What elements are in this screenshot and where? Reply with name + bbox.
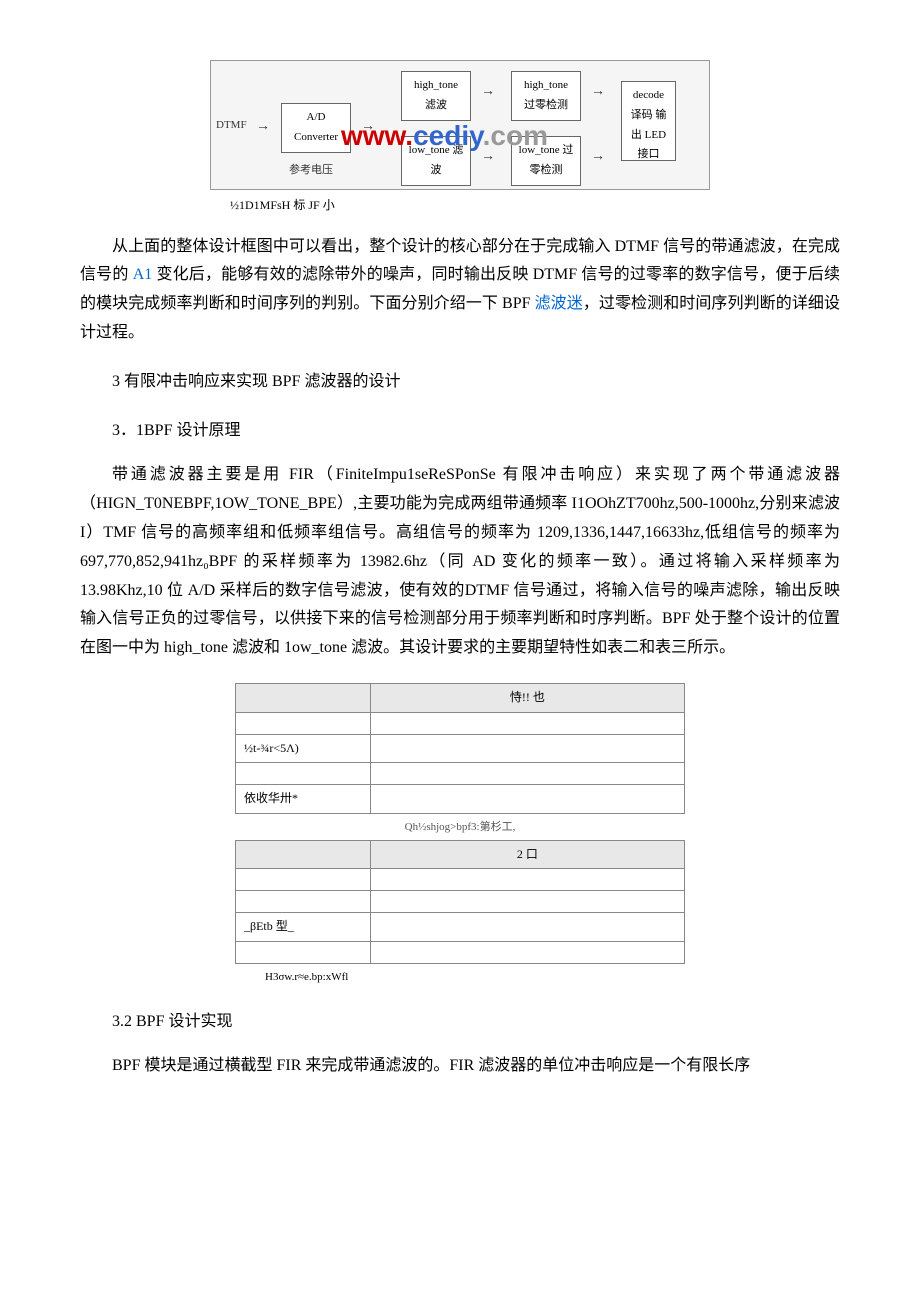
- section-3-2-title: 3.2 BPF 设计实现: [80, 1008, 840, 1037]
- table-cell: [236, 763, 371, 785]
- table-cell: [236, 869, 371, 891]
- decode-box: decode 译码 输出 LED 接口: [621, 81, 676, 161]
- table-cell: [236, 712, 371, 734]
- dtmf-input-label: DTMF: [216, 116, 247, 136]
- high-tone-detect-box: high_tone 过零检测: [511, 71, 581, 121]
- table-row: [236, 941, 685, 963]
- low-tone-filter-box: low_tone 滤波: [401, 136, 471, 186]
- arrow-icon: →: [481, 144, 495, 169]
- table-cell: [370, 785, 684, 814]
- arrow-icon: →: [591, 144, 605, 169]
- arrow-icon: →: [256, 114, 270, 139]
- table-cell: [370, 712, 684, 734]
- table-cell: [236, 683, 371, 712]
- table-cell: [370, 891, 684, 913]
- table-cell: [370, 763, 684, 785]
- paragraph-1: 从上面的整体设计框图中可以看出，整个设计的核心部分在于完成输入 DTMF 信号的…: [80, 233, 840, 348]
- table-cell: [370, 913, 684, 942]
- paragraph-3: BPF 模块是通过横截型 FIR 来完成带通滤波的。FIR 滤波器的单位冲击响应…: [80, 1052, 840, 1081]
- high-tone-filter-box: high_tone 滤波: [401, 71, 471, 121]
- table-cell: [370, 869, 684, 891]
- block-diagram: DTMF → A/D Converter 参考电压 → high_tone 滤波…: [210, 60, 710, 190]
- table-2: 恃!! 也 ½t-¾r<5Λ) 依收华卅*: [235, 683, 685, 814]
- section-3-1-title: 3．1BPF 设计原理: [80, 417, 840, 446]
- arrow-icon: →: [361, 114, 375, 139]
- section-3-title: 3 有限冲击响应来实现 BPF 滤波器的设计: [80, 368, 840, 397]
- paragraph-2: 带通滤波器主要是用 FIR（FiniteImpu1seReSPonSe 有限冲击…: [80, 461, 840, 663]
- table-row: ½t-¾r<5Λ): [236, 734, 685, 763]
- table-cell: [370, 941, 684, 963]
- table-row: [236, 763, 685, 785]
- link-filter[interactable]: 滤波迷: [535, 295, 583, 312]
- tables-container: 恃!! 也 ½t-¾r<5Λ) 依收华卅* Qh½shjog>bpf3:第杉工,…: [235, 683, 685, 988]
- table-cell: [236, 840, 371, 869]
- table-cell: [236, 941, 371, 963]
- table-caption: H3σw.r≈e.bp:xWfl: [235, 968, 685, 988]
- low-tone-detect-box: low_tone 过零检测: [511, 136, 581, 186]
- table-cell: 恃!! 也: [370, 683, 684, 712]
- link-a1[interactable]: A1: [133, 266, 153, 283]
- table-row: [236, 712, 685, 734]
- table-3: 2 口 _βEtb 型_: [235, 840, 685, 964]
- table-cell: [370, 734, 684, 763]
- arrow-icon: →: [481, 79, 495, 104]
- ad-converter-box: A/D Converter: [281, 103, 351, 153]
- table-cell: [236, 891, 371, 913]
- table-cell: _βEtb 型_: [236, 913, 371, 942]
- arrow-icon: →: [591, 79, 605, 104]
- ref-voltage-label: 参考电压: [289, 161, 333, 181]
- block-diagram-container: DTMF → A/D Converter 参考电压 → high_tone 滤波…: [210, 60, 710, 217]
- table-row: _βEtb 型_: [236, 913, 685, 942]
- table-row: [236, 869, 685, 891]
- table-cell: ½t-¾r<5Λ): [236, 734, 371, 763]
- table-row: [236, 891, 685, 913]
- table-row: 依收华卅*: [236, 785, 685, 814]
- diagram-caption: ½1D1MFsH 标 JF 小: [210, 195, 710, 217]
- table-row: 2 口: [236, 840, 685, 869]
- table-row: 恃!! 也: [236, 683, 685, 712]
- table-gap-label: Qh½shjog>bpf3:第杉工,: [235, 818, 685, 838]
- table-cell: 依收华卅*: [236, 785, 371, 814]
- table-cell: 2 口: [370, 840, 684, 869]
